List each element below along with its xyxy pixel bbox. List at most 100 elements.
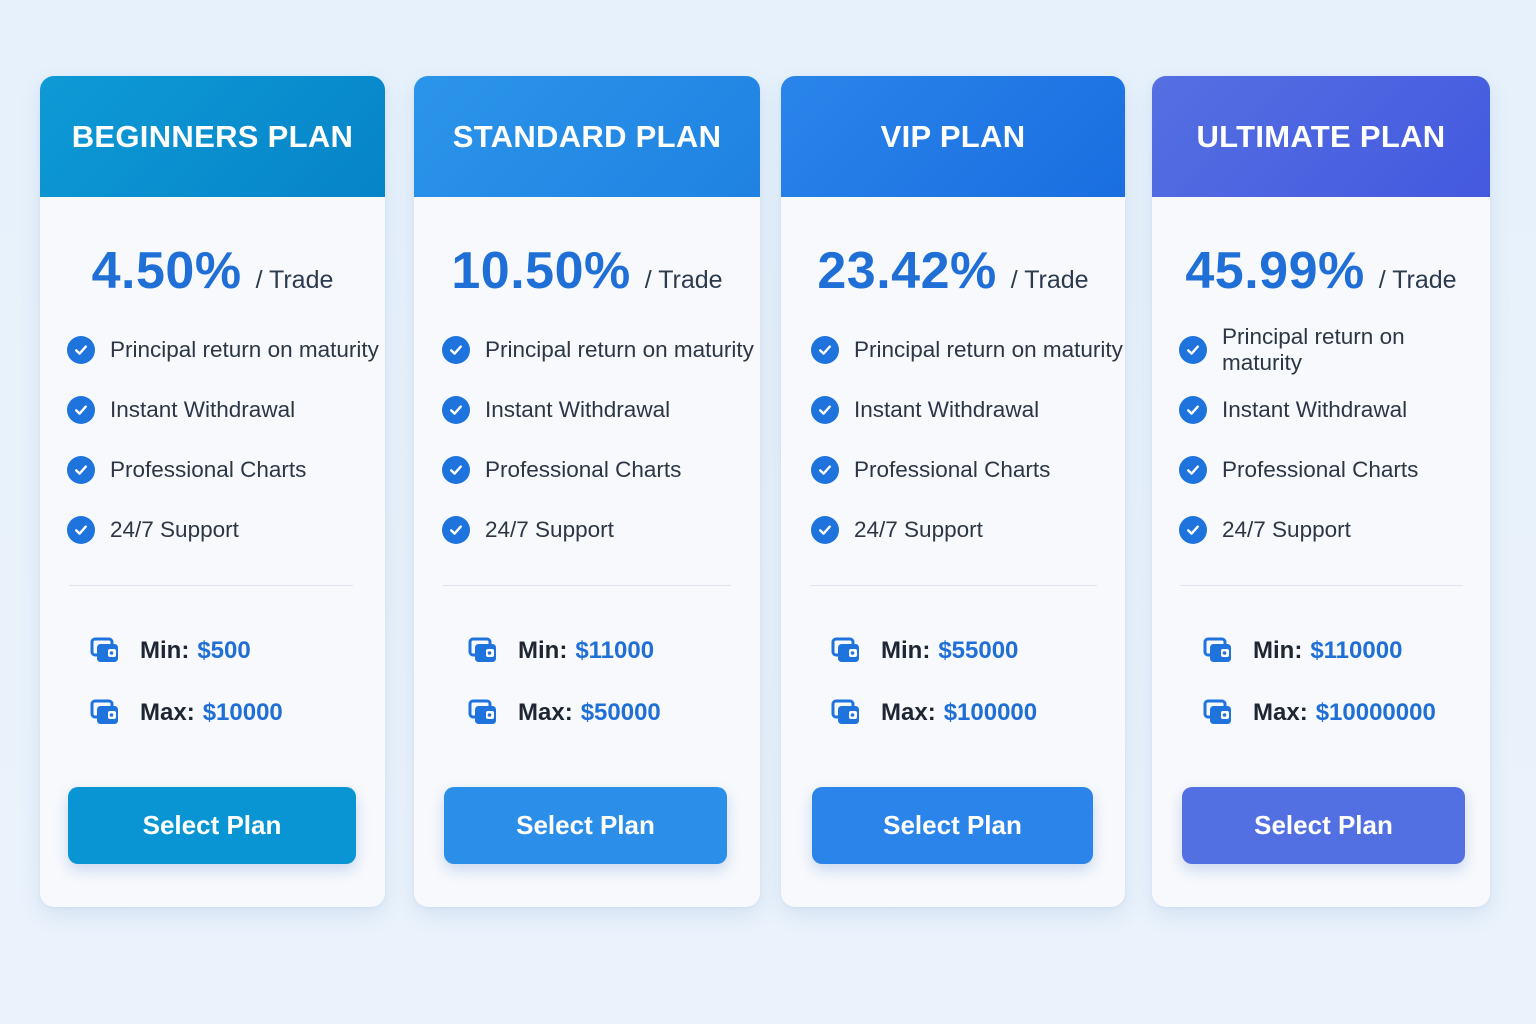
min-label: Min: [140, 637, 190, 664]
limits: Min: $55000 Max: $100000 [781, 620, 1125, 744]
wallet-icon [468, 637, 498, 665]
limits: Min: $500 Max: $10000 [40, 620, 385, 744]
check-circle-icon [67, 516, 95, 544]
select-plan-button[interactable]: Select Plan [812, 787, 1093, 864]
feature-item: Instant Withdrawal [811, 380, 1125, 440]
feature-item: Professional Charts [811, 440, 1125, 500]
plan-card-standard: STANDARD PLAN 10.50% / Trade Principal r… [414, 76, 760, 907]
check-circle-icon [1179, 396, 1207, 424]
wallet-icon [831, 699, 861, 727]
feature-list: Principal return on maturity Instant Wit… [414, 320, 760, 560]
check-circle-icon [442, 396, 470, 424]
plan-price: 10.50% / Trade [414, 241, 760, 305]
plan-card-vip: VIP PLAN 23.42% / Trade Principal return… [781, 76, 1125, 907]
plan-price: 23.42% / Trade [781, 241, 1125, 305]
plan-header: BEGINNERS PLAN [40, 76, 385, 197]
plan-rate-unit: / Trade [644, 266, 723, 294]
min-label: Min: [881, 637, 931, 664]
max-value: $10000000 [1315, 699, 1436, 726]
feature-label: Principal return on maturity [854, 337, 1123, 362]
feature-item: 24/7 Support [67, 500, 385, 560]
wallet-icon [90, 699, 120, 727]
plan-card-beginners: BEGINNERS PLAN 4.50% / Trade Principal r… [40, 76, 385, 907]
feature-item: 24/7 Support [811, 500, 1125, 560]
divider [1180, 585, 1463, 586]
check-circle-icon [1179, 336, 1207, 364]
select-plan-button[interactable]: Select Plan [444, 787, 727, 864]
check-circle-icon [442, 456, 470, 484]
feature-label: 24/7 Support [485, 517, 614, 542]
feature-list: Principal return on maturity Instant Wit… [40, 320, 385, 560]
feature-label: 24/7 Support [1222, 517, 1351, 542]
plan-price: 4.50% / Trade [40, 241, 385, 305]
wallet-icon [90, 637, 120, 665]
feature-label: Professional Charts [110, 457, 307, 482]
min-value: $11000 [575, 637, 655, 664]
min-limit: Min: $11000 [468, 620, 760, 682]
plan-rate-unit: / Trade [1010, 266, 1089, 294]
feature-item: Professional Charts [442, 440, 760, 500]
plan-price: 45.99% / Trade [1152, 241, 1490, 305]
min-limit: Min: $55000 [831, 620, 1125, 682]
feature-item: Instant Withdrawal [67, 380, 385, 440]
feature-label: Principal return on maturity [110, 337, 379, 362]
plan-title: VIP PLAN [880, 118, 1026, 154]
max-value: $100000 [943, 699, 1038, 726]
select-plan-button[interactable]: Select Plan [1182, 787, 1465, 864]
check-circle-icon [811, 336, 839, 364]
feature-label: 24/7 Support [110, 517, 239, 542]
plan-title: STANDARD PLAN [452, 118, 722, 154]
min-label: Min: [1253, 637, 1303, 664]
divider [443, 585, 731, 586]
max-value: $50000 [580, 699, 661, 726]
feature-item: Instant Withdrawal [1179, 380, 1490, 440]
feature-label: Instant Withdrawal [485, 397, 671, 422]
plan-header: ULTIMATE PLAN [1152, 76, 1490, 197]
feature-item: 24/7 Support [1179, 500, 1490, 560]
plan-rate: 45.99% [1185, 242, 1365, 300]
plan-header: VIP PLAN [781, 76, 1125, 197]
min-limit: Min: $110000 [1203, 620, 1490, 682]
feature-label: Instant Withdrawal [854, 397, 1040, 422]
check-circle-icon [67, 396, 95, 424]
check-circle-icon [67, 456, 95, 484]
feature-item: Professional Charts [1179, 440, 1490, 500]
max-limit: Max: $100000 [831, 682, 1125, 744]
feature-item: Principal return on maturity [67, 320, 385, 380]
plan-rate: 4.50% [91, 242, 242, 300]
feature-label: Professional Charts [1222, 457, 1419, 482]
check-circle-icon [1179, 456, 1207, 484]
wallet-icon [468, 699, 498, 727]
feature-label: 24/7 Support [854, 517, 983, 542]
max-value: $10000 [202, 699, 283, 726]
feature-item: Principal return on maturity [811, 320, 1125, 380]
feature-label: Professional Charts [485, 457, 682, 482]
feature-item: 24/7 Support [442, 500, 760, 560]
feature-item: Instant Withdrawal [442, 380, 760, 440]
plan-header: STANDARD PLAN [414, 76, 760, 197]
feature-label: Professional Charts [854, 457, 1051, 482]
plan-rate: 23.42% [817, 242, 997, 300]
select-plan-button[interactable]: Select Plan [68, 787, 356, 864]
wallet-icon [831, 637, 861, 665]
min-value: $55000 [938, 637, 1019, 664]
check-circle-icon [67, 336, 95, 364]
feature-item: Principal return on maturity [1179, 320, 1490, 380]
check-circle-icon [811, 456, 839, 484]
min-value: $110000 [1310, 637, 1403, 664]
feature-label: Principal return on maturity [1222, 324, 1405, 375]
max-limit: Max: $10000000 [1203, 682, 1490, 744]
wallet-icon [1203, 637, 1233, 665]
max-label: Max: [518, 699, 573, 726]
max-label: Max: [881, 699, 936, 726]
check-circle-icon [811, 396, 839, 424]
feature-list: Principal return on maturity Instant Wit… [1152, 320, 1490, 560]
plan-card-ultimate: ULTIMATE PLAN 45.99% / Trade Principal r… [1152, 76, 1490, 907]
max-label: Max: [140, 699, 195, 726]
max-limit: Max: $10000 [90, 682, 385, 744]
feature-item: Principal return on maturity [442, 320, 760, 380]
plan-title: ULTIMATE PLAN [1196, 118, 1446, 154]
max-limit: Max: $50000 [468, 682, 760, 744]
feature-label: Principal return on maturity [485, 337, 754, 362]
check-circle-icon [811, 516, 839, 544]
